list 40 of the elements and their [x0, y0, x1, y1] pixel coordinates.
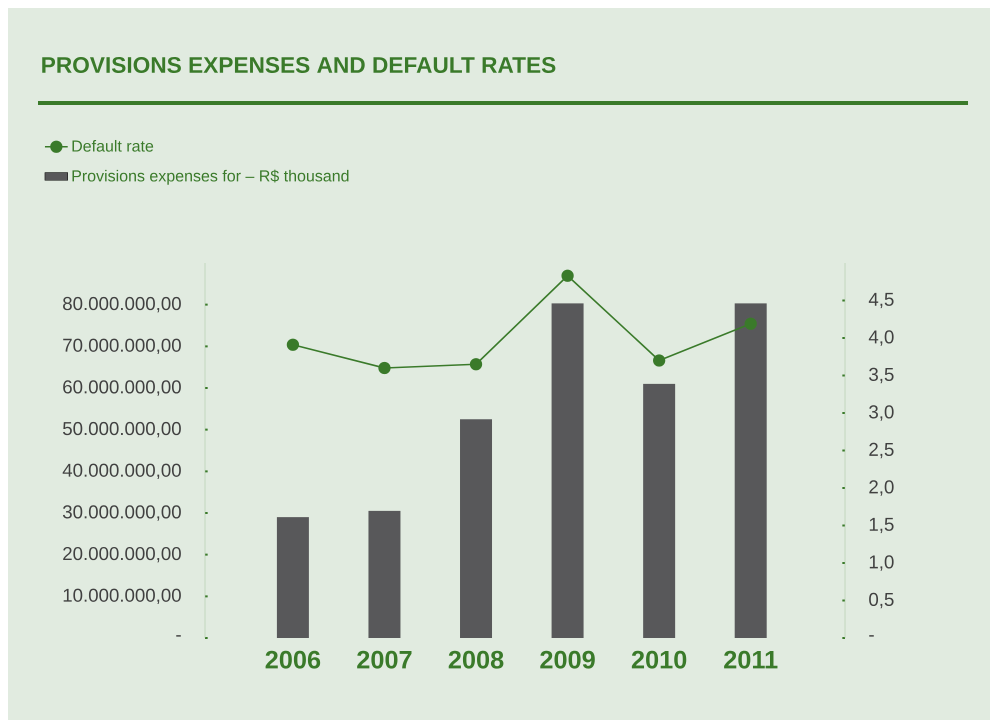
- bar: [552, 303, 584, 638]
- y-tick-label: 70.000.000,00: [63, 338, 181, 354]
- point: [378, 362, 391, 374]
- point: [470, 358, 482, 370]
- x-tick-label: 2008: [448, 650, 504, 669]
- y2-tick-label: 3,5: [869, 368, 894, 384]
- y-tick-label: 40.000.000,00: [62, 464, 181, 480]
- bar: [276, 517, 309, 638]
- bar: [460, 419, 492, 638]
- bar: [643, 384, 676, 638]
- y2-tick-label: 4,0: [868, 330, 894, 346]
- chart-title: PROVISIONS EXPENSES AND DEFAULT RATES: [42, 56, 556, 74]
- y2-tick-label: 2,0: [869, 480, 894, 496]
- y-tick-label: 20.000.000,00: [63, 546, 181, 562]
- y2-tick-label: 3,0: [869, 405, 894, 421]
- y-tick-label: 30.000.000,00: [62, 505, 181, 521]
- y-tick-label: 60.000.000,00: [63, 380, 181, 396]
- y-tick-label: -: [176, 635, 181, 637]
- bar: [734, 303, 767, 638]
- x-tick-label: 2011: [724, 650, 778, 669]
- x-tick-label: 2006: [266, 650, 320, 669]
- y2-tick-label: 0,5: [869, 592, 894, 608]
- point: [744, 318, 757, 330]
- point: [653, 354, 666, 367]
- x-tick-label: 2009: [540, 650, 595, 669]
- y-tick-label: 10.000.000,00: [64, 588, 181, 604]
- y-tick-label: 80.000.000,00: [63, 296, 181, 312]
- x-tick-label: 2010: [632, 650, 686, 669]
- legend-label: Default rate: [72, 140, 154, 152]
- legend-label: Provisions expenses for – R$ thousand: [72, 170, 348, 185]
- y-tick-label: 50.000.000,00: [63, 422, 181, 438]
- y2-tick-label: 2,5: [869, 442, 894, 458]
- y2-tick-label: 4,5: [868, 292, 894, 308]
- y2-tick-label: 1,5: [870, 518, 894, 534]
- point: [286, 338, 300, 351]
- x-tick-label: 2007: [357, 650, 412, 669]
- y2-tick-label: -: [869, 635, 874, 637]
- point: [561, 270, 574, 282]
- bar: [368, 510, 400, 638]
- y2-tick-label: 1,0: [870, 555, 894, 571]
